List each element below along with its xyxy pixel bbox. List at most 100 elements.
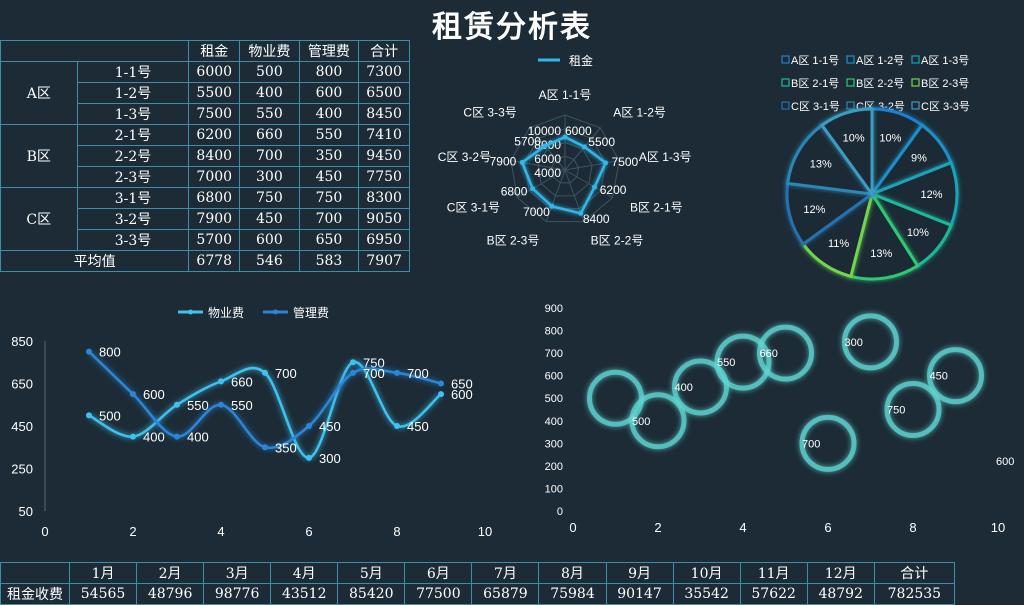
table-row: 1-2号 5500 400 600 6500 [1,82,410,104]
month-header: 合计 [873,562,956,584]
data-label: 550 [231,398,253,413]
data-label: 550 [187,398,209,413]
zone-label: C区 [0,187,78,251]
table-cell: 600 [239,229,300,251]
data-label: 600 [143,387,165,402]
bubble-scatter-chart: 0 100 200 300 400 500 600 700 800 900 0 2 4 6 8 10 500 40… [545,303,1015,535]
table-cell: 6500 [358,82,410,104]
x-tick-label: 6 [305,524,312,539]
table-cell: 57622 [739,583,808,605]
table-cell: 54565 [68,583,138,605]
data-point [262,369,268,376]
pie-slice [819,107,874,199]
pie-data-label: 9% [911,153,927,165]
y-tick-label: 100 [545,483,563,495]
table-cell: 5700 [188,229,241,251]
legend-marker [273,309,278,315]
bubble [757,324,814,382]
legend-swatch [781,101,790,110]
radar-axis [529,127,566,171]
table-cell: 48796 [136,583,205,605]
radar-data-label: 7900 [490,154,517,168]
month-header: 3月 [203,562,272,584]
table-cell: 5500 [188,82,241,104]
data-label: 300 [319,451,341,466]
table-cell: 350 [298,145,360,167]
unit-label: 3-1号 [76,187,190,209]
table-cell: 48792 [806,583,875,605]
table-cell: 800 [298,61,360,83]
pie-data-label: 12% [803,204,825,216]
x-tick-label: 8 [393,524,400,539]
month-header: 7月 [471,562,540,584]
page-title: 租赁分析表 [432,10,592,45]
pie-data-label: 12% [920,189,942,201]
data-label: 650 [451,377,473,392]
table-cell: 77500 [404,583,473,605]
data-label: 600 [996,456,1014,468]
data-point [86,348,92,355]
column-header: 合计 [358,40,410,62]
x-tick-label: 2 [129,524,136,539]
bubble [927,347,984,405]
month-header: 6月 [404,562,473,584]
data-point [218,378,224,385]
data-point [130,433,136,440]
month-header: 9月 [605,562,674,584]
table-cell: 750 [239,187,300,209]
table-cell: 8450 [358,103,410,125]
table-cell: 9450 [358,145,410,167]
legend-swatch [846,101,855,110]
x-tick-label: 4 [217,524,224,539]
data-label: 500 [632,416,650,428]
table-row: 3-3号 5700 600 650 6950 [1,229,410,251]
legend-label: 物业费 [208,306,244,320]
rent-header-row: 1月 2月 3月 4月 5月 6月 7月 8月 9月 10月 11月 12月 合… [0,562,956,584]
data-point [394,423,400,429]
table-cell: 782535 [873,583,956,605]
radar-axis [564,169,613,198]
radar-point [603,160,609,166]
data-label: 300 [845,337,863,349]
radar-axis [564,159,620,171]
data-point [438,391,444,398]
legend-label: A区 1-1号 [791,54,839,67]
pie-data-label: 11% [828,238,849,250]
radar-point [530,186,536,192]
unit-label: 1-2号 [76,82,190,104]
unit-label: 2-2号 [76,145,190,167]
radar-gridline [537,141,593,197]
legend-swatch [911,55,920,64]
radar-point [549,203,555,209]
x-tick-label: 10 [991,520,1005,535]
data-label: 450 [319,419,341,434]
data-label: 500 [99,408,121,423]
table-row: C区 3-1号 6800 750 750 8300 [0,187,410,251]
rent-values-row: 租金收费 54565 48796 98776 43512 85420 77500… [0,583,956,605]
table-cell: 9050 [358,208,410,230]
data-point [218,401,224,408]
radar-data-label: 6800 [501,185,528,199]
radar-data-label: 8400 [583,212,610,226]
table-cell: 700 [239,145,300,167]
y-tick-label: 500 [545,393,563,405]
data-label: 400 [187,430,209,445]
month-header: 8月 [538,562,607,584]
table-cell: 6950 [358,229,410,251]
radar-series-line [520,135,608,215]
legend-marker [188,309,193,315]
radar-axis [517,169,566,198]
data-point [174,433,180,440]
rent-share-pie-chart: A区 1-1号 A区 1-2号 A区 1-3号 B区 2-1号 B区 2-2号 B区 2-… [781,54,970,281]
table-cell: 450 [298,166,360,188]
table-cell: 700 [298,208,360,230]
pie-data-label: 10% [907,227,929,239]
bubble [799,414,857,472]
table-cell: 7000 [188,166,241,188]
table-corner-cell [0,562,70,584]
y-tick-label: 400 [545,416,563,428]
bubble [714,333,772,391]
radar-data-label: 5700 [514,134,541,148]
radar-point [519,159,525,165]
